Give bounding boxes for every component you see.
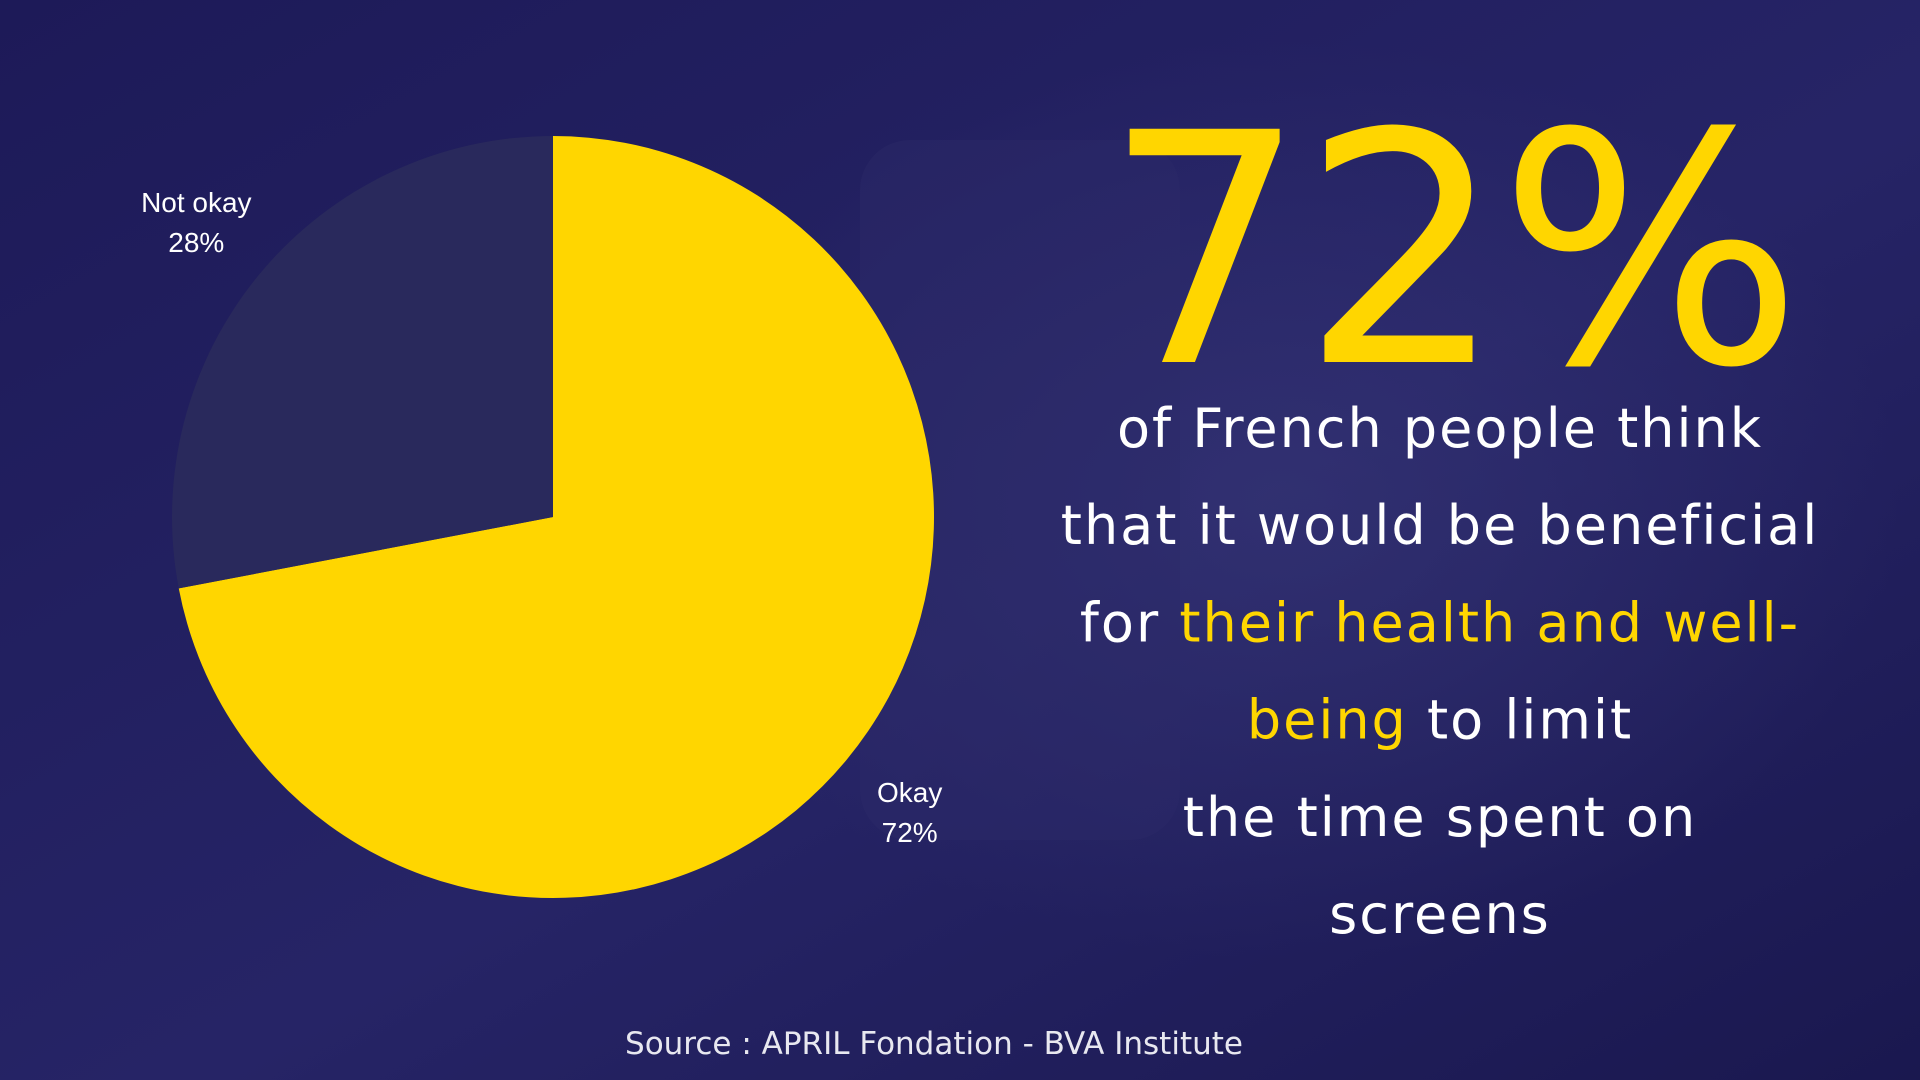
pie-slice [171,136,553,589]
slice-value-label: 28% [168,227,224,258]
statement-text: their health and well- [1179,591,1800,654]
statement-text: for [1080,591,1179,654]
statement-text: of French people think [1117,397,1763,460]
statement-text: to limit [1408,689,1633,752]
pie-slice [178,136,935,899]
statement-text: that it would be beneficial [1061,494,1819,557]
statement-text: the time spent on [1183,786,1697,849]
slice-category-label: Not okay [141,187,252,218]
statement-text: screens [1329,883,1551,946]
statement: of French people think that it would be b… [1061,397,1819,946]
pie-chart: Okay 72% Not okay 28% [141,136,942,899]
slice-value-label: 72% [882,817,938,848]
slice-category-label: Okay [877,777,942,808]
phone-silhouette [860,140,1180,840]
background-glow [660,40,1900,960]
statement-text: being [1247,689,1408,752]
source: Source : APRIL Fondation - BVA Institute [625,1026,1243,1062]
headline: 72% [1103,66,1796,438]
